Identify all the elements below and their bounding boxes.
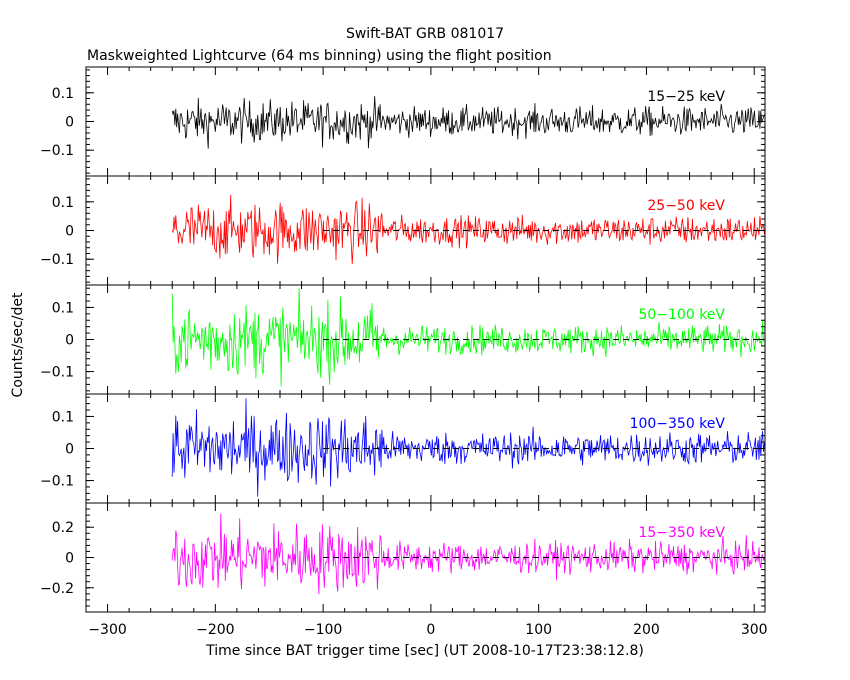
y-tick-label: 0.1: [52, 86, 74, 102]
x-tick-label: −200: [196, 622, 234, 638]
x-tick-label: 300: [741, 622, 768, 638]
panel-2: 0.1 0 −0.1 25−50 keV: [40, 175, 766, 286]
y-tick-label: −0.2: [40, 581, 74, 597]
y-tick-label: 0: [65, 333, 74, 349]
panel-5: 0.2 0 −0.2 15−350 keV: [40, 502, 766, 613]
x-tick-label: −100: [304, 622, 342, 638]
series-trace: [171, 398, 765, 497]
series-trace: [171, 96, 765, 149]
series-trace: [171, 194, 765, 264]
series-trace: [171, 288, 765, 387]
panel-4: 0.1 0 −0.1 100−350 keV: [40, 393, 766, 504]
y-axis-label: Counts/sec/det: [10, 292, 26, 397]
x-tick-label: −300: [88, 622, 126, 638]
y-tick-label: 0.2: [52, 520, 74, 536]
y-tick-label: 0: [65, 224, 74, 240]
y-tick-label: −0.1: [40, 143, 74, 159]
series-label: 15−25 keV: [647, 89, 725, 105]
x-axis-label: Time since BAT trigger time [sec] (UT 20…: [205, 643, 644, 659]
y-tick-label: 0: [65, 442, 74, 458]
series-label: 100−350 keV: [630, 416, 726, 432]
series-label: 50−100 keV: [638, 307, 725, 323]
panel-1: 0.1 0 −0.1 15−25 keV: [40, 66, 766, 177]
x-tick-labels: −300 −200 −100 0 100 200 300: [88, 622, 767, 638]
y-tick-label: 0.1: [52, 300, 74, 316]
chart-subtitle: Maskweighted Lightcurve (64 ms binning) …: [87, 48, 552, 64]
x-tick-label: 0: [426, 622, 435, 638]
series-label: 15−350 keV: [638, 525, 725, 541]
y-tick-label: 0.1: [52, 195, 74, 211]
panels: 0.1 0 −0.1 15−25 keV 0.1 0 −0.1 25−50 keV 0.1 0 −0…: [40, 66, 766, 613]
y-tick-label: 0: [65, 115, 74, 131]
chart-title: Swift-BAT GRB 081017: [346, 26, 504, 42]
x-tick-label: 200: [633, 622, 660, 638]
panel-3: 0.1 0 −0.1 50−100 keV: [40, 284, 766, 395]
y-tick-label: −0.1: [40, 474, 74, 490]
x-tick-label: 100: [525, 622, 552, 638]
y-tick-label: 0: [65, 551, 74, 567]
y-tick-label: 0.1: [52, 409, 74, 425]
y-tick-label: −0.1: [40, 365, 74, 381]
y-tick-label: −0.1: [40, 252, 74, 268]
series-label: 25−50 keV: [647, 198, 725, 214]
